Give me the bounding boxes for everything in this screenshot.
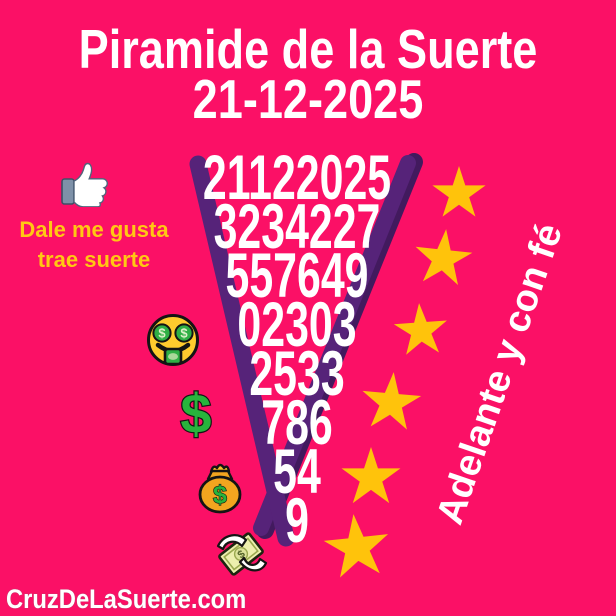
svg-text:$: $ — [180, 382, 211, 445]
svg-text:$: $ — [158, 326, 166, 341]
pyramid-row-3: 557649 — [225, 241, 369, 311]
pyramid-row-8: 9 — [285, 486, 309, 556]
like-caption: Dale me gusta trae suerte — [8, 215, 180, 275]
like-caption-line2: trae suerte — [37, 247, 151, 272]
pyramid-row-4: 02303 — [237, 290, 357, 360]
money-bag-icon: $ — [198, 463, 242, 514]
header: Piramide de la Suerte 21-12-2025 — [55, 18, 560, 130]
pyramid-row-6: 786 — [261, 388, 333, 458]
money-mouth-face-icon: $ $ — [147, 314, 199, 366]
money-with-wings-icon: $ — [216, 532, 268, 576]
pyramid-row-5: 2533 — [249, 339, 345, 409]
v-shape-icon — [189, 153, 423, 547]
pyramid-numbers: 21122025 3234227 557649 02303 2533 786 5… — [0, 143, 605, 556]
thumbs-up-icon — [61, 162, 109, 207]
svg-text:$: $ — [213, 481, 227, 509]
heavy-dollar-sign-icon: $ — [179, 381, 213, 445]
footer-site-name: CruzDeLaSuerte.com — [6, 584, 247, 614]
draw-date: 21-12-2025 — [192, 68, 424, 130]
pyramid-row-1: 21122025 — [202, 143, 392, 213]
page-title: Piramide de la Suerte — [78, 18, 538, 80]
like-caption-line1: Dale me gusta — [19, 217, 169, 242]
pyramid-row-7: 54 — [273, 437, 321, 507]
svg-text:$: $ — [180, 326, 188, 341]
pyramid-row-2: 3234227 — [213, 192, 381, 262]
